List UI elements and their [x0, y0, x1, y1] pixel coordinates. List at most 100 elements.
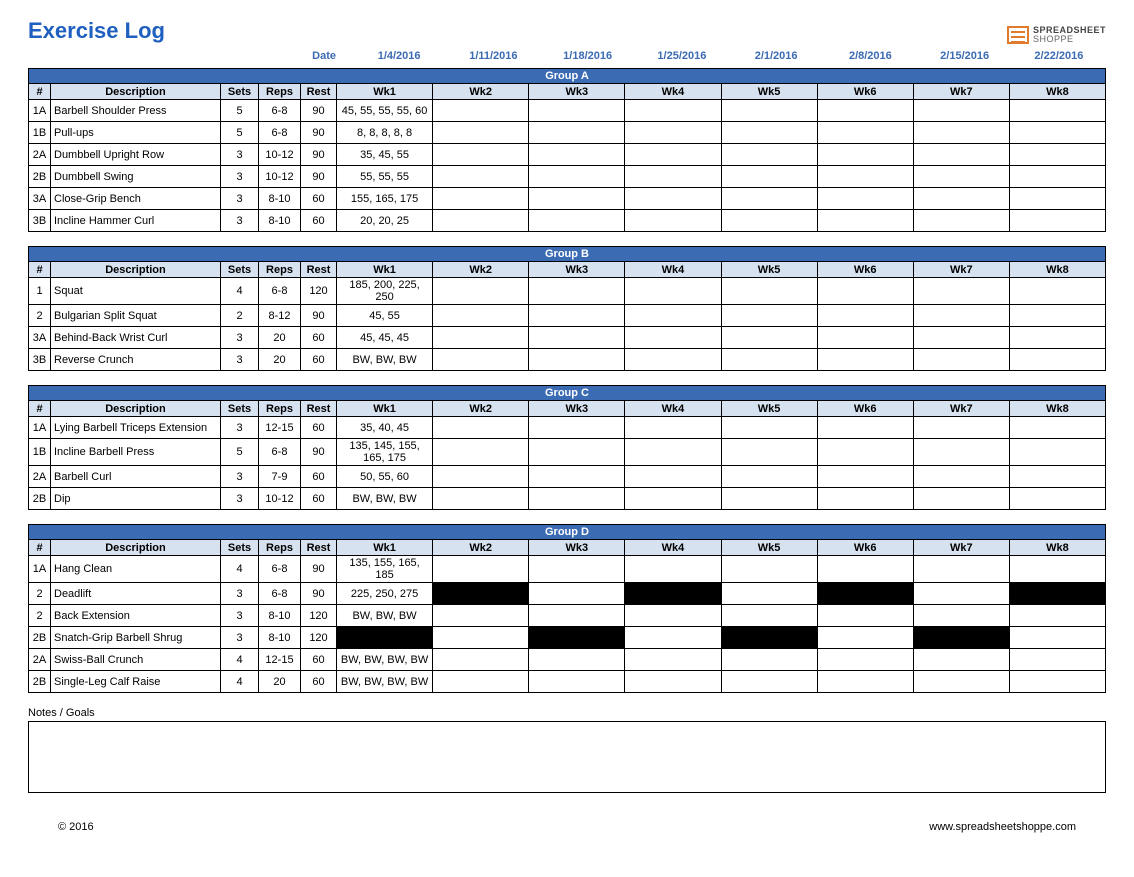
week-cell[interactable]: 8, 8, 8, 8, 8 [337, 122, 433, 144]
week-cell[interactable] [433, 100, 529, 122]
exercise-cell[interactable]: 1B [29, 122, 51, 144]
week-cell[interactable] [625, 349, 721, 371]
week-cell[interactable] [433, 671, 529, 693]
exercise-cell[interactable]: 6-8 [259, 122, 301, 144]
exercise-cell[interactable]: 3 [221, 166, 259, 188]
week-cell[interactable] [529, 583, 625, 605]
week-cell[interactable] [721, 649, 817, 671]
exercise-cell[interactable]: 2 [29, 605, 51, 627]
notes-box[interactable] [28, 721, 1106, 793]
week-cell[interactable] [529, 671, 625, 693]
exercise-cell[interactable]: 5 [221, 122, 259, 144]
week-cell[interactable] [817, 100, 913, 122]
week-cell[interactable] [1009, 417, 1105, 439]
exercise-cell[interactable]: 20 [259, 671, 301, 693]
week-cell[interactable] [433, 439, 529, 466]
exercise-cell[interactable]: 20 [259, 327, 301, 349]
week-cell[interactable] [625, 556, 721, 583]
exercise-cell[interactable]: 3 [221, 144, 259, 166]
exercise-cell[interactable]: 8-10 [259, 188, 301, 210]
exercise-cell[interactable]: 4 [221, 671, 259, 693]
exercise-cell[interactable]: 90 [301, 100, 337, 122]
exercise-cell[interactable]: 3 [221, 605, 259, 627]
exercise-cell[interactable]: 90 [301, 166, 337, 188]
exercise-cell[interactable]: 2B [29, 627, 51, 649]
week-cell[interactable] [817, 439, 913, 466]
week-cell[interactable] [817, 488, 913, 510]
exercise-cell[interactable]: 2A [29, 649, 51, 671]
week-cell[interactable] [721, 417, 817, 439]
exercise-cell[interactable]: 2 [221, 305, 259, 327]
week-cell[interactable] [625, 166, 721, 188]
week-cell[interactable] [721, 556, 817, 583]
exercise-cell[interactable]: 6-8 [259, 556, 301, 583]
week-cell[interactable] [1009, 144, 1105, 166]
week-cell[interactable] [721, 671, 817, 693]
exercise-cell[interactable]: 2 [29, 305, 51, 327]
week-cell[interactable] [817, 671, 913, 693]
week-cell[interactable]: BW, BW, BW [337, 349, 433, 371]
week-cell[interactable] [1009, 488, 1105, 510]
week-cell[interactable] [817, 605, 913, 627]
exercise-cell[interactable]: 4 [221, 556, 259, 583]
exercise-cell[interactable]: 3 [221, 417, 259, 439]
week-cell[interactable] [913, 627, 1009, 649]
week-cell[interactable] [625, 188, 721, 210]
week-cell[interactable] [721, 327, 817, 349]
week-cell[interactable] [721, 122, 817, 144]
week-cell[interactable] [433, 488, 529, 510]
week-cell[interactable] [721, 305, 817, 327]
exercise-cell[interactable]: 2B [29, 671, 51, 693]
week-cell[interactable]: 55, 55, 55 [337, 166, 433, 188]
week-cell[interactable] [913, 122, 1009, 144]
week-cell[interactable] [913, 556, 1009, 583]
exercise-cell[interactable]: 8-10 [259, 605, 301, 627]
week-cell[interactable] [625, 417, 721, 439]
week-cell[interactable] [1009, 605, 1105, 627]
week-cell[interactable] [433, 188, 529, 210]
exercise-cell[interactable]: 60 [301, 188, 337, 210]
week-cell[interactable] [913, 278, 1009, 305]
exercise-cell[interactable]: 6-8 [259, 439, 301, 466]
week-cell[interactable] [817, 556, 913, 583]
week-cell[interactable] [529, 144, 625, 166]
week-cell[interactable] [433, 144, 529, 166]
week-cell[interactable]: BW, BW, BW [337, 488, 433, 510]
week-cell[interactable] [817, 417, 913, 439]
week-cell[interactable] [913, 166, 1009, 188]
exercise-cell[interactable]: 6-8 [259, 100, 301, 122]
week-cell[interactable] [1009, 583, 1105, 605]
week-cell[interactable] [817, 210, 913, 232]
week-cell[interactable] [1009, 100, 1105, 122]
week-cell[interactable] [529, 417, 625, 439]
week-cell[interactable] [433, 305, 529, 327]
week-cell[interactable] [433, 417, 529, 439]
week-cell[interactable] [625, 671, 721, 693]
exercise-description[interactable]: Hang Clean [51, 556, 221, 583]
week-cell[interactable] [913, 417, 1009, 439]
exercise-cell[interactable]: 12-15 [259, 649, 301, 671]
exercise-cell[interactable]: 3A [29, 327, 51, 349]
week-cell[interactable]: 20, 20, 25 [337, 210, 433, 232]
exercise-description[interactable]: Barbell Shoulder Press [51, 100, 221, 122]
week-cell[interactable] [1009, 188, 1105, 210]
exercise-cell[interactable]: 7-9 [259, 466, 301, 488]
week-cell[interactable] [529, 605, 625, 627]
week-cell[interactable] [817, 144, 913, 166]
exercise-cell[interactable]: 4 [221, 278, 259, 305]
week-cell[interactable] [433, 556, 529, 583]
week-cell[interactable] [913, 605, 1009, 627]
week-cell[interactable] [433, 349, 529, 371]
week-cell[interactable] [625, 466, 721, 488]
exercise-cell[interactable]: 1A [29, 556, 51, 583]
week-cell[interactable] [529, 305, 625, 327]
week-cell[interactable] [817, 188, 913, 210]
week-cell[interactable] [913, 488, 1009, 510]
week-cell[interactable] [625, 100, 721, 122]
exercise-cell[interactable]: 8-10 [259, 210, 301, 232]
exercise-cell[interactable]: 3 [221, 188, 259, 210]
week-cell[interactable] [721, 278, 817, 305]
week-cell[interactable]: 50, 55, 60 [337, 466, 433, 488]
exercise-cell[interactable]: 90 [301, 556, 337, 583]
exercise-cell[interactable]: 120 [301, 627, 337, 649]
